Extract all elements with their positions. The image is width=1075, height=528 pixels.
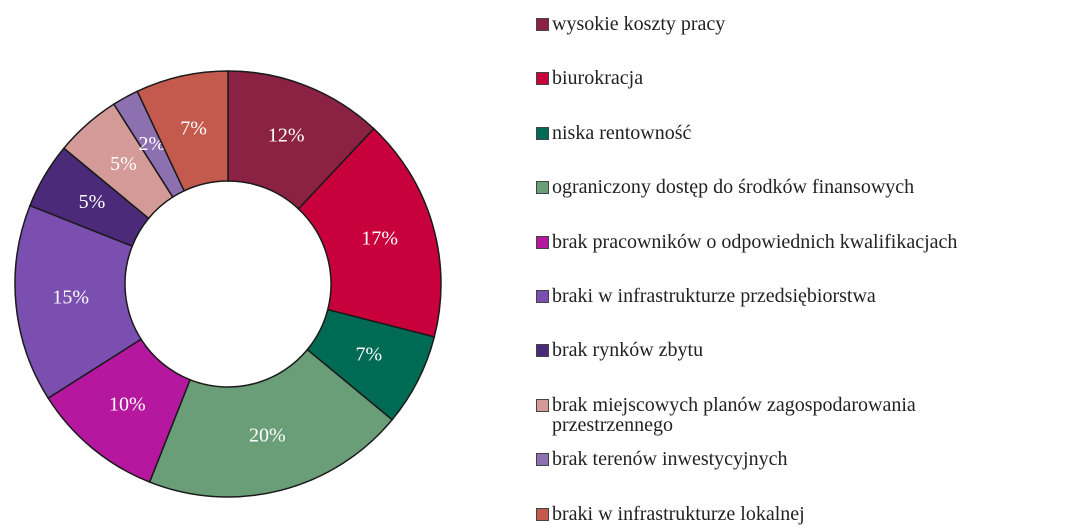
legend-item: wysokie koszty pracy [536, 14, 1006, 34]
legend-swatch [536, 398, 549, 412]
data-label: 7% [355, 343, 382, 365]
legend-item: braki w infrastrukturze przedsiębiorstwa [536, 286, 1006, 306]
legend-item: biurokracja [536, 68, 1006, 88]
legend-swatch [536, 126, 549, 140]
legend-label: ograniczony dostęp do środków finansowyc… [552, 176, 915, 199]
data-label: 5% [79, 191, 106, 213]
data-label: 10% [109, 393, 146, 415]
legend-swatch [536, 290, 549, 303]
legend-swatch [536, 18, 549, 31]
legend-label: braki w infrastrukturze przedsiębiorstwa [552, 285, 876, 307]
legend-label: biurokracja [552, 67, 644, 90]
data-label: 12% [268, 125, 305, 147]
legend-label: niska rentowność [552, 121, 692, 144]
chart: 12%17%7%20%10%15%5%5%2%7% [14, 70, 442, 498]
legend-swatch [536, 181, 549, 195]
legend-swatch [536, 235, 549, 249]
data-label: 5% [110, 153, 137, 175]
legend-item: niska rentowność [536, 123, 1006, 143]
data-label: 7% [180, 117, 207, 139]
legend-item: brak pracowników o odpowiednich kwalifik… [536, 232, 1006, 252]
donut-segment [14, 204, 143, 400]
donut-segment [148, 348, 394, 498]
data-label: 2% [139, 133, 166, 155]
legend-label: wysokie koszty pracy [552, 13, 726, 35]
data-label: 20% [249, 425, 286, 447]
legend-swatch [536, 344, 549, 358]
legend-swatch [536, 72, 549, 86]
legend-item: braki w infrastrukturze lokalnej [536, 504, 1006, 524]
legend-item: brak miejscowych planów zagospodarowania… [536, 395, 1006, 435]
legend-label: braki w infrastrukturze lokalnej [552, 502, 805, 525]
data-label: 17% [361, 228, 398, 250]
legend-label: brak pracowników o odpowiednich kwalifik… [552, 230, 958, 253]
donut-segment [136, 70, 229, 192]
donut-segment [297, 127, 442, 338]
legend-label: brak terenów inwestycyjnych [552, 448, 788, 471]
legend-item: ograniczony dostęp do środków finansowyc… [536, 177, 1006, 197]
legend-item: brak terenów inwestycyjnych [536, 449, 1006, 469]
legend-label: brak miejscowych planów zagospodarowania… [552, 393, 916, 436]
legend-swatch [536, 507, 549, 521]
legend-label: brak rynków zbytu [552, 339, 704, 362]
data-label: 15% [52, 286, 89, 308]
legend-item: brak rynków zbytu [536, 340, 1006, 360]
legend-swatch [536, 453, 549, 467]
